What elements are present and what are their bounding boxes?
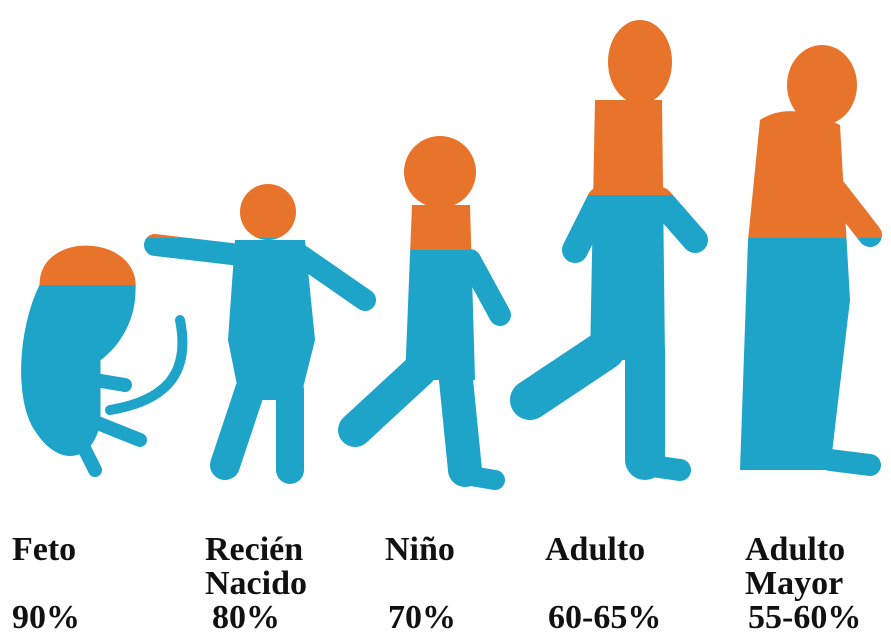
child-silhouette	[355, 136, 500, 480]
newborn-silhouette	[155, 184, 365, 470]
stage-label: Mayor	[745, 565, 843, 602]
stage-label: Feto	[12, 531, 76, 568]
stage-label: Nacido	[205, 565, 307, 602]
fetus-silhouette	[22, 246, 183, 470]
stage-label: Adulto	[545, 531, 645, 568]
adult-silhouette	[530, 20, 695, 470]
infographic: Feto 90% ReciénNacido80% Niño 70% Adulto 60-65…	[0, 0, 891, 641]
water-percent: 80%	[212, 599, 280, 636]
water-percent: 55-60%	[748, 599, 861, 636]
stage-label: Niño	[385, 531, 455, 568]
elder-silhouette	[740, 45, 870, 470]
stage-label: Adulto	[745, 531, 845, 568]
stage-label: Recién	[205, 531, 303, 568]
water-percent: 70%	[388, 599, 456, 636]
water-percent: 60-65%	[548, 599, 661, 636]
water-percent: 90%	[12, 599, 80, 636]
